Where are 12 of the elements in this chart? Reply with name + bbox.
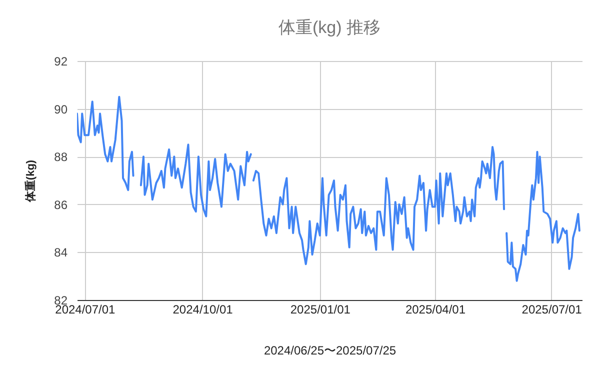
x-tick-label: 2025/04/01 <box>405 302 466 316</box>
x-tick-label: 2025/07/01 <box>522 302 582 316</box>
y-tick-label: 92 <box>54 54 68 68</box>
chart-title: 体重(kg) 推移 <box>278 18 380 37</box>
y-tick-label: 84 <box>54 246 68 260</box>
x-tick-label: 2025/01/01 <box>290 302 351 316</box>
y-axis-title: 体重(kg) <box>24 160 38 204</box>
y-tick-label: 88 <box>54 150 68 164</box>
x-tick-label: 2024/10/01 <box>172 302 234 316</box>
y-tick-label: 86 <box>54 198 68 212</box>
y-tick-label: 90 <box>54 102 68 116</box>
x-axis-title: 2024/06/25〜2025/07/25 <box>264 344 396 358</box>
